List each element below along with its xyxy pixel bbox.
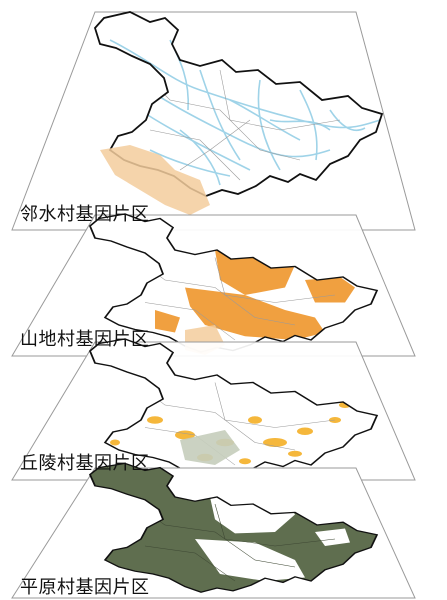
map-layer-plain	[11, 462, 416, 599]
map-layer-water	[11, 11, 416, 231]
river-network	[109, 39, 381, 186]
layer-label-plain: 平原村基因片区	[20, 577, 150, 598]
map-layer-hill	[11, 338, 416, 481]
layer-label-hill: 丘陵村基因片区	[20, 453, 150, 474]
layer-label-water: 邻水村基因片区	[20, 204, 150, 225]
ghost-patch-orange	[100, 145, 210, 215]
map-layer-mountain	[11, 213, 416, 357]
ghost-patch-green	[180, 430, 240, 465]
layer-label-mountain: 山地村基因片区	[20, 329, 150, 350]
